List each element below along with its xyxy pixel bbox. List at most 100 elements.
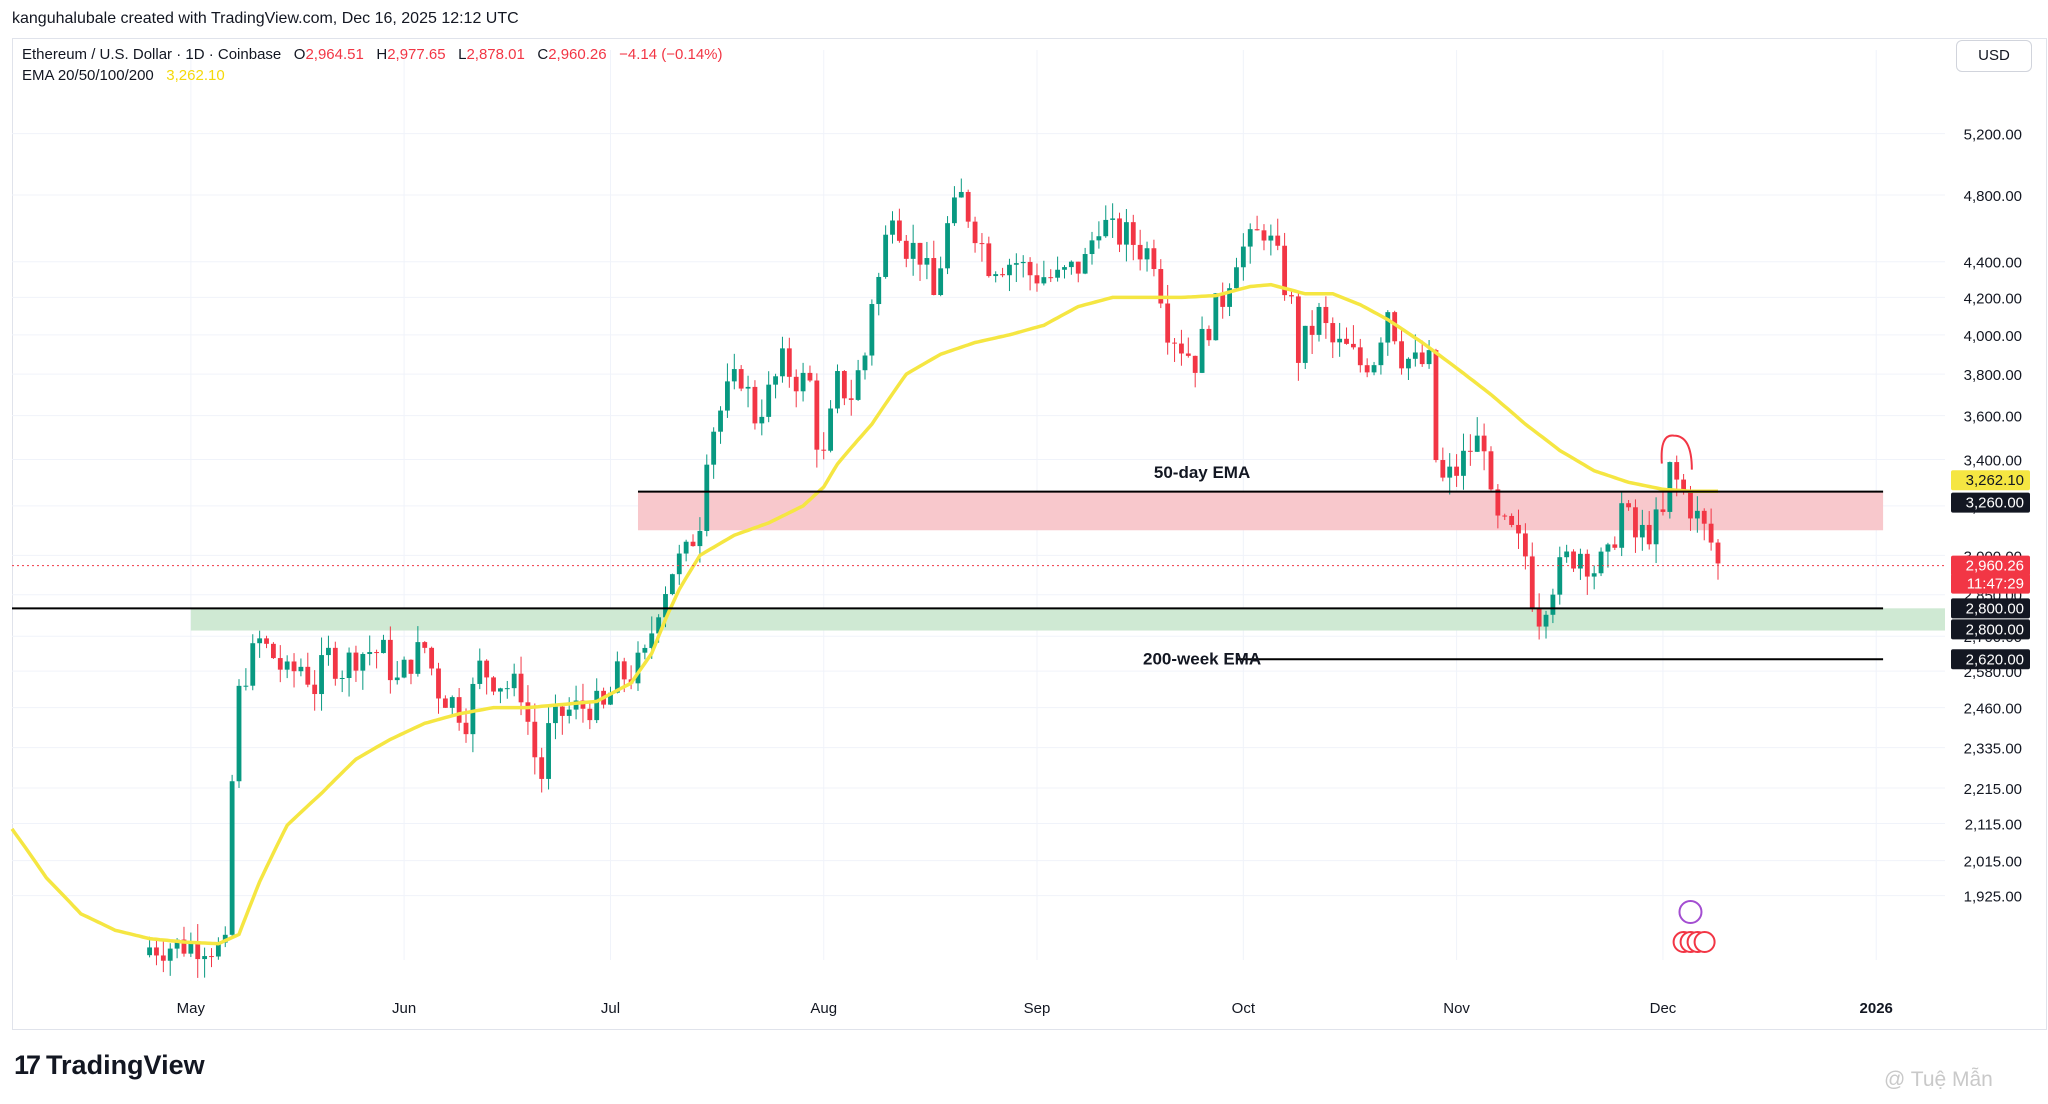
candle-up[interactable] bbox=[649, 633, 655, 648]
candle-down[interactable] bbox=[903, 240, 909, 259]
candle-up[interactable] bbox=[229, 781, 235, 935]
candle-up[interactable] bbox=[704, 464, 710, 531]
candle-up[interactable] bbox=[780, 348, 785, 377]
candle-down[interactable] bbox=[1185, 353, 1191, 356]
candle-up[interactable] bbox=[745, 386, 751, 389]
candle-up[interactable] bbox=[381, 639, 386, 654]
candle-up[interactable] bbox=[1639, 524, 1645, 538]
candle-up[interactable] bbox=[339, 677, 345, 679]
candle-down[interactable] bbox=[456, 697, 462, 723]
candle-up[interactable] bbox=[401, 659, 407, 678]
candle-down[interactable] bbox=[1151, 248, 1157, 270]
candle-down[interactable] bbox=[814, 380, 820, 450]
candle-up[interactable] bbox=[683, 541, 689, 554]
candle-up[interactable] bbox=[669, 574, 675, 595]
candle-up[interactable] bbox=[566, 709, 572, 716]
candle-up[interactable] bbox=[1103, 219, 1109, 237]
candle-up[interactable] bbox=[298, 666, 304, 672]
candle-down[interactable] bbox=[1454, 466, 1459, 476]
candle-down[interactable] bbox=[1440, 460, 1446, 478]
candle-down[interactable] bbox=[422, 642, 428, 648]
candle-down[interactable] bbox=[429, 647, 435, 669]
candle-down[interactable] bbox=[539, 757, 545, 779]
candle-down[interactable] bbox=[484, 660, 490, 678]
candle-down[interactable] bbox=[1137, 244, 1143, 260]
candle-up[interactable] bbox=[215, 942, 221, 957]
candle-up[interactable] bbox=[504, 688, 510, 690]
candle-up[interactable] bbox=[1041, 277, 1047, 284]
candle-up[interactable] bbox=[498, 688, 503, 692]
candle-down[interactable] bbox=[436, 668, 441, 699]
candle-down[interactable] bbox=[1364, 365, 1370, 373]
candle-down[interactable] bbox=[1571, 551, 1576, 569]
candle-down[interactable] bbox=[305, 666, 311, 685]
candle-up[interactable] bbox=[1096, 236, 1102, 241]
candle-up[interactable] bbox=[800, 372, 806, 392]
candle-down[interactable] bbox=[1522, 533, 1528, 557]
candle-up[interactable] bbox=[1089, 240, 1095, 255]
candle-up[interactable] bbox=[1426, 350, 1432, 365]
candle-down[interactable] bbox=[1309, 325, 1315, 335]
candle-up[interactable] bbox=[415, 642, 421, 674]
candle-up[interactable] bbox=[773, 376, 778, 385]
candle-up[interactable] bbox=[284, 661, 290, 670]
candle-down[interactable] bbox=[1130, 222, 1136, 245]
candle-down[interactable] bbox=[793, 376, 799, 392]
candle-up[interactable] bbox=[257, 638, 263, 644]
candle-up[interactable] bbox=[1557, 557, 1563, 595]
candle-up[interactable] bbox=[1268, 235, 1274, 241]
candle-down[interactable] bbox=[491, 677, 496, 692]
candle-up[interactable] bbox=[828, 408, 834, 451]
candle-down[interactable] bbox=[387, 639, 393, 681]
candle-up[interactable] bbox=[394, 677, 400, 681]
candle-down[interactable] bbox=[986, 243, 992, 277]
candle-down[interactable] bbox=[1282, 245, 1288, 296]
legend-symbol[interactable]: Ethereum / U.S. Dollar · 1D · Coinbase bbox=[22, 46, 282, 63]
candle-down[interactable] bbox=[848, 398, 854, 400]
candle-down[interactable] bbox=[1357, 347, 1363, 366]
candle-down[interactable] bbox=[1330, 323, 1336, 343]
candle-up[interactable] bbox=[449, 697, 455, 708]
candle-up[interactable] bbox=[835, 371, 840, 409]
chart-panel[interactable] bbox=[12, 38, 2047, 1030]
candle-up[interactable] bbox=[1653, 509, 1659, 545]
candle-down[interactable] bbox=[1158, 269, 1164, 304]
candle-up[interactable] bbox=[1385, 312, 1391, 343]
event-icon[interactable] bbox=[1678, 900, 1703, 924]
candle-down[interactable] bbox=[518, 673, 524, 703]
candle-down[interactable] bbox=[896, 220, 902, 241]
candle-up[interactable] bbox=[635, 652, 641, 684]
candle-down[interactable] bbox=[1392, 312, 1398, 342]
candle-down[interactable] bbox=[1529, 556, 1535, 609]
candle-down[interactable] bbox=[786, 348, 792, 377]
candle-up[interactable] bbox=[1234, 267, 1239, 289]
candle-up[interactable] bbox=[1371, 365, 1377, 373]
candle-up[interactable] bbox=[869, 304, 875, 356]
candle-down[interactable] bbox=[332, 647, 338, 679]
candle-down[interactable] bbox=[353, 652, 359, 671]
candle-up[interactable] bbox=[1619, 503, 1625, 548]
candle-down[interactable] bbox=[738, 369, 744, 389]
candle-up[interactable] bbox=[1598, 551, 1604, 574]
candle-up[interactable] bbox=[360, 654, 366, 671]
candle-up[interactable] bbox=[1461, 450, 1466, 476]
candle-down[interactable] bbox=[195, 941, 201, 960]
candle-up[interactable] bbox=[1316, 306, 1322, 335]
candle-up[interactable] bbox=[1144, 248, 1150, 260]
candle-down[interactable] bbox=[1179, 343, 1184, 354]
candle-up[interactable] bbox=[546, 723, 551, 779]
earnings-flag-icon[interactable] bbox=[1693, 931, 1716, 953]
candle-down[interactable] bbox=[270, 643, 276, 659]
candle-down[interactable] bbox=[1344, 338, 1349, 344]
candle-down[interactable] bbox=[1048, 277, 1054, 279]
candle-up[interactable] bbox=[656, 617, 662, 634]
candle-up[interactable] bbox=[993, 274, 999, 277]
candle-down[interactable] bbox=[1289, 295, 1294, 297]
candle-up[interactable] bbox=[1213, 293, 1219, 341]
candle-down[interactable] bbox=[821, 449, 827, 451]
candle-down[interactable] bbox=[1165, 303, 1171, 343]
candle-down[interactable] bbox=[807, 372, 813, 381]
candle-up[interactable] bbox=[1227, 288, 1232, 307]
candle-up[interactable] bbox=[642, 647, 648, 653]
